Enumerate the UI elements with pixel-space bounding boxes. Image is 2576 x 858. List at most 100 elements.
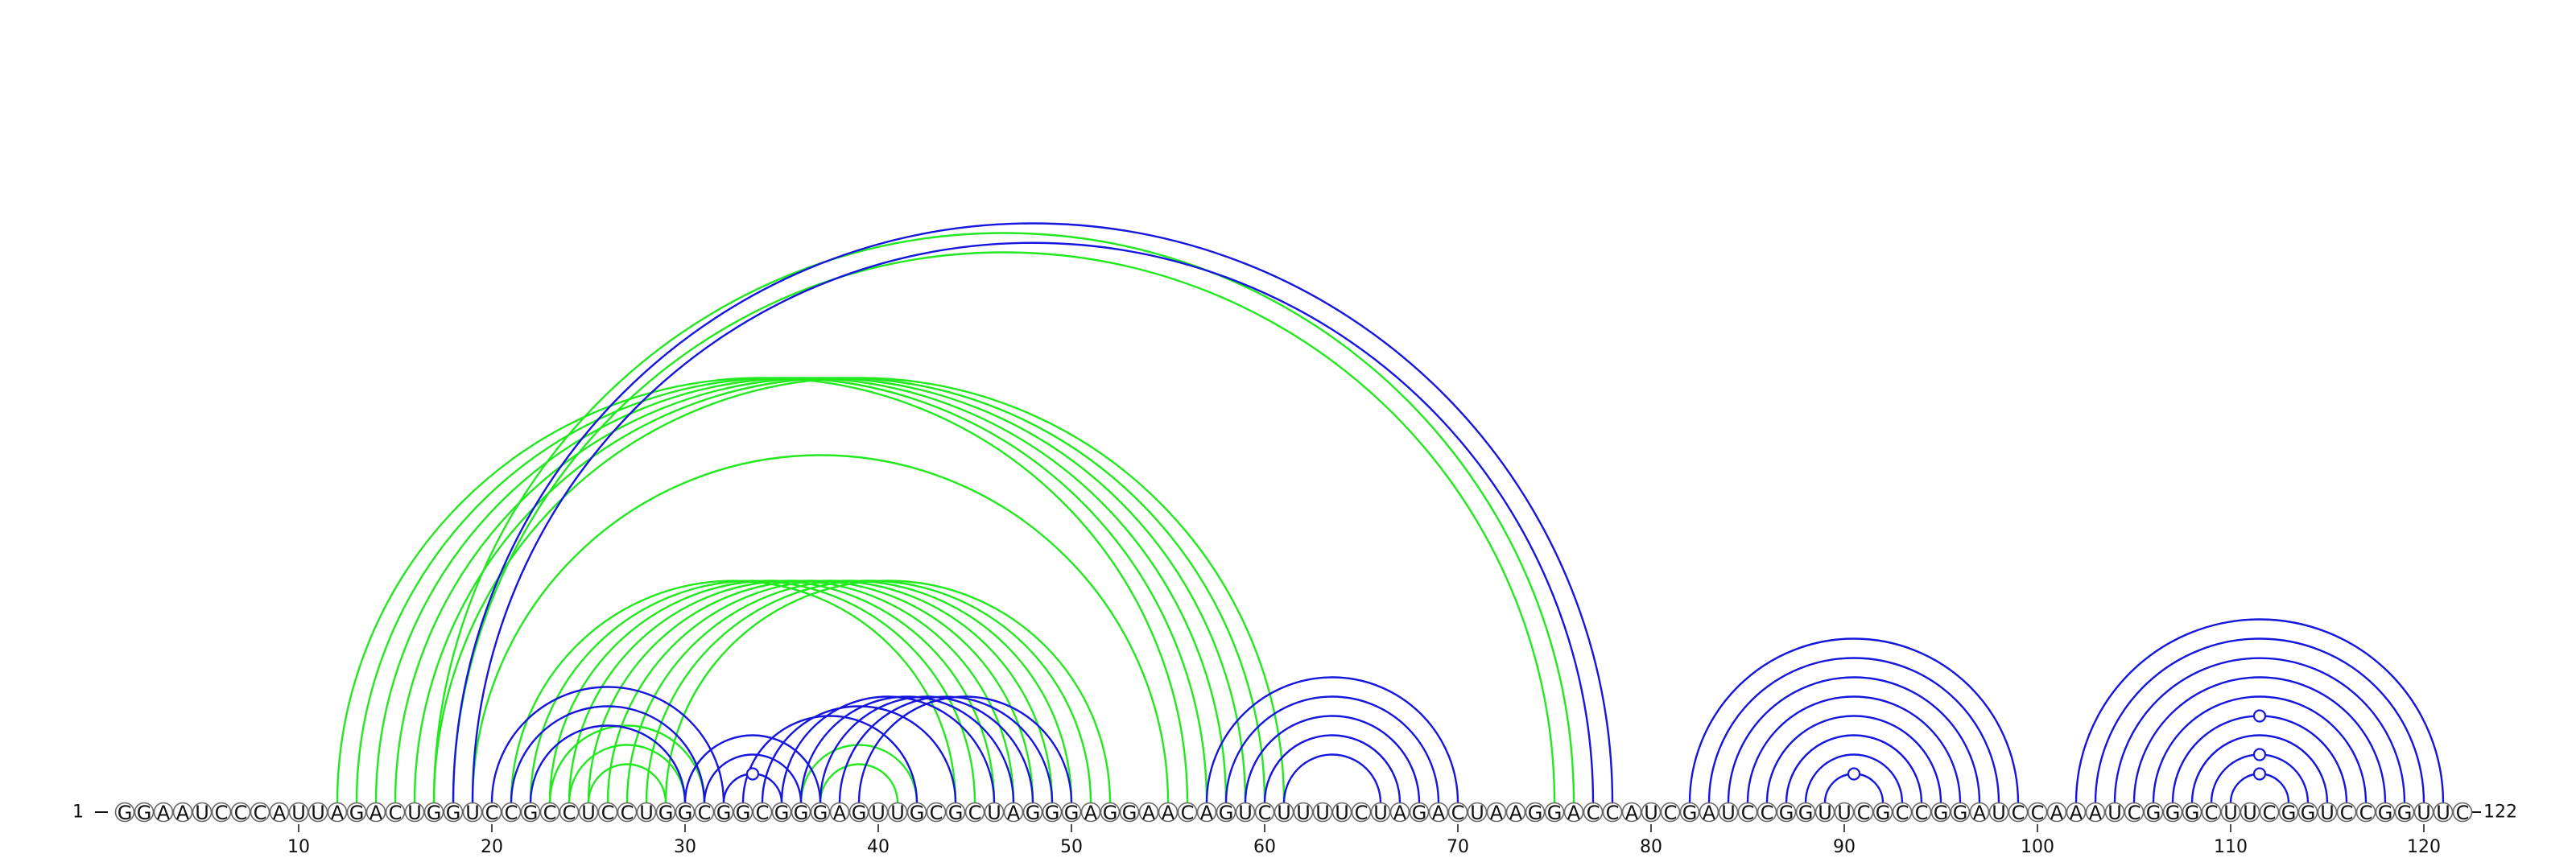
nucleotide-circle <box>1235 802 1256 823</box>
nucleotide-letter: A <box>369 802 383 824</box>
nucleotide-letter: C <box>2205 802 2219 824</box>
green-arc-17-76 <box>432 232 1575 803</box>
nucleotide-circle <box>2336 802 2357 823</box>
nucleotide-circle <box>1737 802 1758 823</box>
nucleotide-circle <box>1988 802 2009 823</box>
nucleotide-letter: U <box>1373 802 1388 824</box>
nucleotide-117: C <box>2355 802 2376 824</box>
nucleotide-letter: A <box>833 802 847 824</box>
nucleotide-32: G <box>713 802 734 824</box>
blue-arc-105-118 <box>2132 676 2387 803</box>
nucleotide-circle <box>1409 802 1430 823</box>
blue-arc-36-47 <box>799 695 1015 803</box>
nucleotide-letter: C <box>543 802 557 824</box>
nucleotide-letter: G <box>1122 802 1137 824</box>
nucleotide-42: G <box>906 802 927 824</box>
nucleotide-letter: U <box>2223 802 2238 824</box>
nucleotide-circle <box>346 802 367 823</box>
nucleotide-circle <box>964 802 985 823</box>
nucleotide-circle <box>1312 802 1333 823</box>
nucleotide-77: C <box>1583 802 1604 824</box>
nucleotide-97: A <box>1969 802 1990 824</box>
tick-80: 80 <box>1640 824 1662 857</box>
nucleotide-49: G <box>1042 802 1063 824</box>
nucleotide-circle <box>791 802 811 823</box>
blue-arc-60-67 <box>1263 734 1402 803</box>
nucleotide-circle <box>2220 802 2241 823</box>
nucleotide-circle <box>2066 802 2087 823</box>
gu-pair-marker-107-116 <box>2252 709 2267 723</box>
nucleotide-120: U <box>2413 802 2434 824</box>
nucleotide-letter: A <box>1432 802 1446 824</box>
nucleotide-letter: G <box>2281 802 2297 824</box>
nucleotide-3: A <box>153 802 174 824</box>
nucleotide-letter: G <box>1528 802 1543 824</box>
nucleotide-circle <box>1003 802 1024 823</box>
nucleotide-circle <box>906 802 927 823</box>
green-arc-layer <box>336 232 1575 803</box>
nucleotide-letter: A <box>1703 802 1716 824</box>
nucleotide-29: G <box>655 802 676 824</box>
nucleotide-circle <box>829 802 850 823</box>
blue-arc-104-119 <box>2113 657 2406 803</box>
nucleotide-52: G <box>1100 802 1121 824</box>
nucleotide-8: C <box>250 802 270 824</box>
nucleotide-circle <box>1389 802 1410 823</box>
nucleotide-43: C <box>926 802 947 824</box>
nucleotide-letter: G <box>118 802 133 824</box>
nucleotide-letter: U <box>581 802 596 824</box>
nucleotide-letter: C <box>2031 802 2045 824</box>
nucleotide-letter: C <box>505 802 518 824</box>
nucleotide-letter: G <box>2397 802 2413 824</box>
nucleotide-circle <box>2085 802 2106 823</box>
nucleotide-14: A <box>365 802 386 824</box>
tick-label: 20 <box>481 837 503 857</box>
nucleotide-letter: U <box>1277 802 1291 824</box>
nucleotide-circle <box>2394 802 2415 823</box>
nucleotide-64: U <box>1331 802 1352 824</box>
nucleotide-letter: U <box>1335 802 1349 824</box>
nucleotide-letter: C <box>485 802 499 824</box>
nucleotide-letter: G <box>1953 802 1968 824</box>
nucleotide-letter: A <box>1509 802 1523 824</box>
nucleotide-36: G <box>791 802 811 824</box>
blue-arc-34-44 <box>761 705 957 803</box>
nucleotide-letter: C <box>389 802 402 824</box>
nucleotide-2: G <box>134 802 155 824</box>
nucleotide-108: G <box>2182 802 2202 824</box>
nucleotide-circle <box>1138 802 1159 823</box>
nucleotide-circle <box>559 802 580 823</box>
nucleotide-circle <box>713 802 734 823</box>
nucleotide-letter: U <box>1721 802 1736 824</box>
nucleotide-circle <box>2124 802 2145 823</box>
nucleotide-41: U <box>887 802 908 824</box>
nucleotide-letter: C <box>930 802 943 824</box>
tick-90: 90 <box>1833 824 1856 857</box>
nucleotide-letter: G <box>2146 802 2161 824</box>
nucleotide-circle <box>501 802 522 823</box>
nucleotide-circle <box>1814 802 1835 823</box>
nucleotide-9: A <box>269 802 290 824</box>
nucleotide-letter: G <box>716 802 732 824</box>
nucleotide-24: C <box>559 802 580 824</box>
nucleotide-letter: C <box>215 802 229 824</box>
nucleotide-99: C <box>2008 802 2029 824</box>
nucleotide-letter: A <box>1490 802 1504 824</box>
nucleotide-letter: C <box>234 802 248 824</box>
nucleotide-circle <box>868 802 889 823</box>
tick-label: 100 <box>2021 837 2054 857</box>
nucleotide-letter: A <box>1142 802 1156 824</box>
nucleotide-letter: G <box>910 802 925 824</box>
nucleotide-70: C <box>1447 802 1468 824</box>
tick-label: 10 <box>287 837 310 857</box>
nucleotide-circle <box>1158 802 1179 823</box>
nucleotide-54: A <box>1138 802 1159 824</box>
tick-50: 50 <box>1060 824 1083 857</box>
nucleotide-circle <box>2355 802 2376 823</box>
nucleotide-letter: G <box>446 802 461 824</box>
nucleotide-circle <box>2259 802 2280 823</box>
nucleotide-letter: U <box>291 802 306 824</box>
nucleotide-letter: U <box>1238 802 1253 824</box>
blue-arc-58-69 <box>1224 695 1440 803</box>
nucleotide-4: A <box>172 802 193 824</box>
